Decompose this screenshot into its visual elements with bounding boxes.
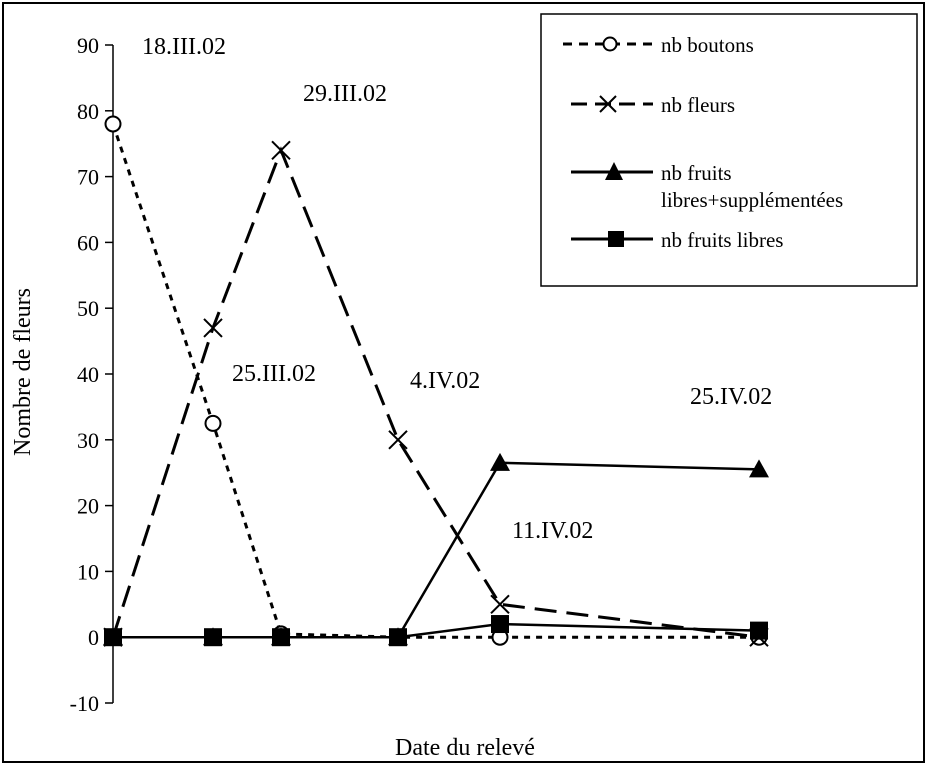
data-point-x: [203, 318, 223, 338]
data-point-x: [388, 430, 408, 450]
data-point-triangle: [490, 452, 510, 471]
date-label: 4.IV.02: [410, 368, 480, 394]
y-axis-title: Nombre de fleurs: [10, 288, 36, 456]
legend-item-nb-fruits-libres: nb fruits libres: [571, 228, 783, 252]
data-point-circle: [104, 115, 122, 133]
legend-label-nb-fruits-libres: nb fruits libres: [661, 228, 783, 252]
data-point-triangle: [271, 627, 291, 646]
legend: nb boutons nb fleurs nb fruits libres+su…: [540, 13, 918, 287]
date-label: 29.III.02: [303, 81, 387, 107]
legend-label-nb-fruits-line1: nb fruits: [661, 161, 732, 185]
y-tick-label: 70: [77, 165, 99, 190]
y-tick-label: 90: [77, 33, 99, 58]
date-label: 25.IV.02: [690, 384, 772, 410]
data-point-triangle: [388, 627, 408, 646]
legend-item-nb-boutons: nb boutons: [563, 33, 754, 57]
y-tick-label: -10: [70, 691, 99, 716]
data-point-x: [490, 594, 510, 615]
legend-marker-triangle: [605, 162, 623, 180]
y-tick-label: 0: [88, 625, 99, 650]
data-point-triangle: [749, 459, 769, 478]
y-tick-label: 10: [77, 559, 99, 584]
x-axis-title: Date du relevé: [395, 735, 535, 761]
series-square: [104, 615, 768, 647]
legend-item-nb-fruits-libres-supplementees: nb fruits libres+supplémentées: [571, 161, 843, 212]
series-x: [103, 140, 769, 647]
date-label: 25.III.02: [232, 361, 316, 387]
legend-label-nb-fleurs: nb fleurs: [661, 93, 735, 117]
y-tick-label: 30: [77, 428, 99, 453]
legend-marker-circle: [602, 36, 618, 52]
series-layer: [103, 115, 769, 647]
data-point-circle: [204, 414, 222, 432]
series-line: [111, 146, 760, 639]
series-line: [113, 461, 760, 639]
date-labels: 18.III.02 29.III.02 25.III.02 4.IV.02 11.IV.…: [142, 34, 772, 544]
data-point-triangle: [203, 627, 223, 646]
data-point-x: [271, 140, 291, 160]
data-point-square: [491, 615, 509, 634]
legend-box: [540, 13, 918, 287]
legend-label-nb-boutons: nb boutons: [661, 33, 754, 57]
legend-marker-square: [608, 231, 624, 247]
y-tick-label: 80: [77, 99, 99, 124]
data-point-triangle: [103, 627, 123, 646]
y-tick-label: 20: [77, 494, 99, 519]
y-tick-label: 50: [77, 296, 99, 321]
date-label: 18.III.02: [142, 34, 226, 60]
legend-label-nb-fruits-line2: libres+supplémentées: [661, 188, 843, 212]
y-tick-label: 40: [77, 362, 99, 387]
date-label: 11.IV.02: [512, 518, 593, 544]
legend-item-nb-fleurs: nb fleurs: [571, 93, 735, 117]
y-tick-label: 60: [77, 230, 99, 255]
data-point-square: [750, 621, 768, 640]
legend-marker-x: [599, 95, 617, 113]
series-triangle: [103, 452, 769, 646]
y-axis: 90 80 70 60 50 40 30 20 10 0 -10: [70, 33, 114, 716]
